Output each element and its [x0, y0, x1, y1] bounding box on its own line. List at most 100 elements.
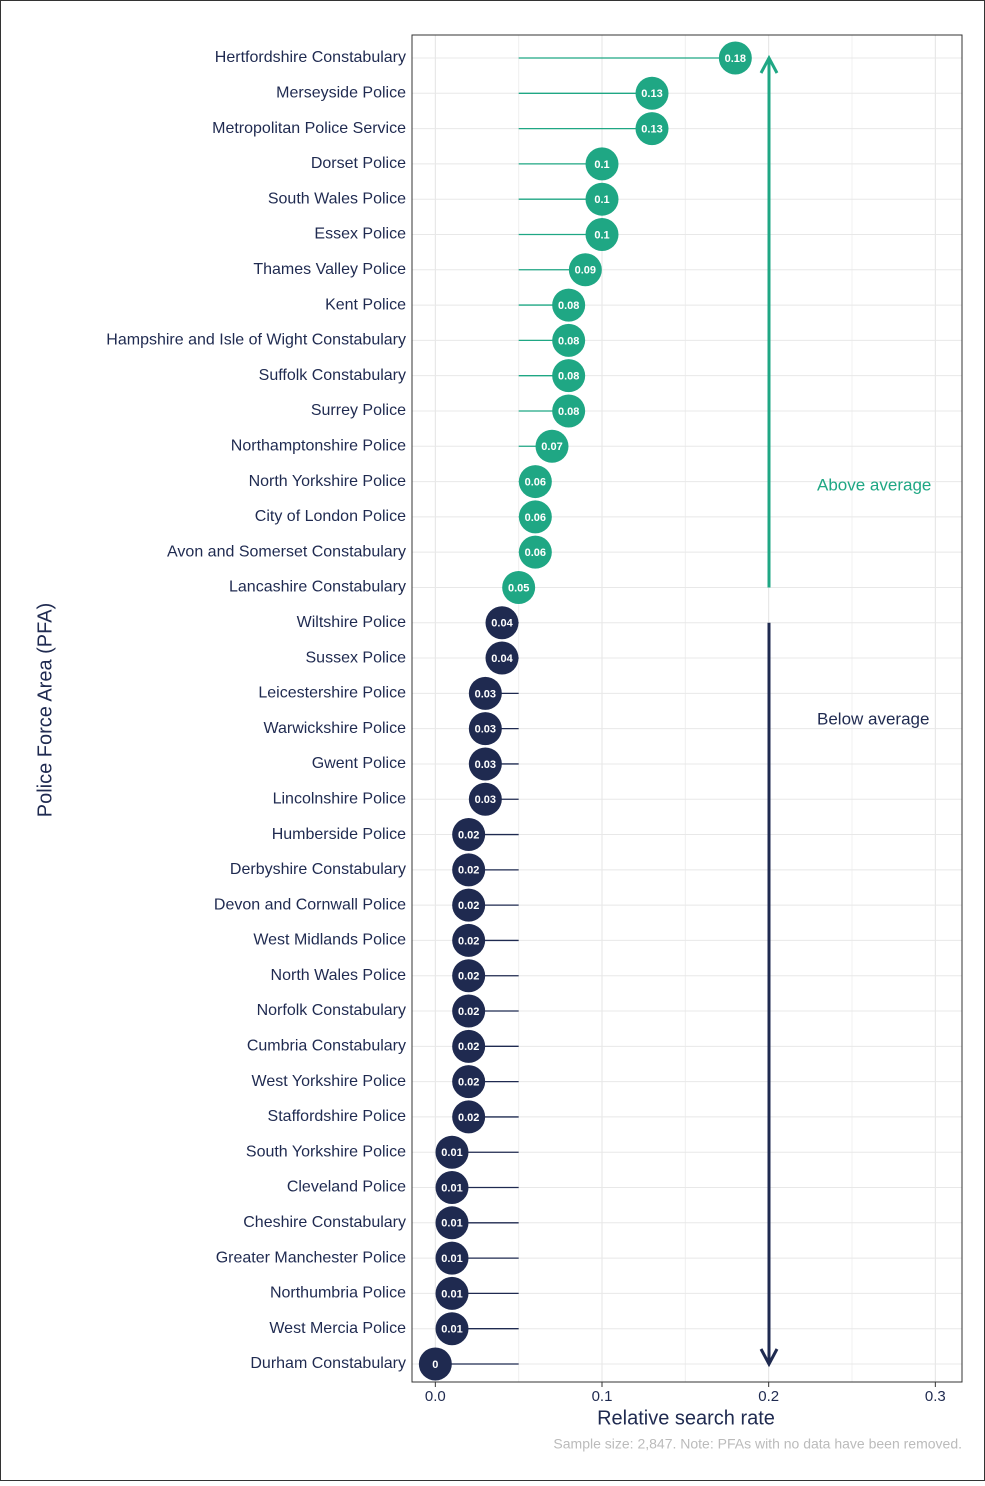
value-label: 0.01 — [441, 1147, 462, 1159]
dot — [535, 429, 569, 463]
value-label: 0.1 — [594, 229, 609, 241]
x-tick-label: 0.2 — [758, 1388, 779, 1405]
value-label: 0.02 — [458, 829, 479, 841]
dot — [468, 676, 502, 710]
y-tick-label: Hertfordshire Constabulary — [215, 49, 406, 66]
y-tick-label: Cumbria Constabulary — [247, 1038, 406, 1055]
value-label: 0.03 — [475, 794, 496, 806]
y-tick-label: Derbyshire Constabulary — [230, 861, 406, 878]
dot — [585, 147, 619, 181]
dot — [718, 41, 752, 75]
y-tick-label: Wiltshire Police — [297, 614, 406, 631]
dot — [585, 217, 619, 251]
value-label: 0.03 — [475, 759, 496, 771]
y-tick-label: South Yorkshire Police — [246, 1143, 406, 1160]
y-tick-label: Kent Police — [325, 296, 406, 313]
y-tick-label: Lincolnshire Police — [273, 790, 407, 807]
value-label: 0 — [432, 1359, 438, 1371]
y-tick-label: Leicestershire Police — [258, 685, 406, 702]
dot — [452, 923, 486, 957]
value-label: 0.08 — [558, 300, 579, 312]
dot — [552, 323, 586, 357]
dot — [435, 1206, 469, 1240]
value-label: 0.02 — [458, 1077, 479, 1089]
arrow-head — [759, 54, 779, 74]
value-label: 0.07 — [541, 441, 562, 453]
y-tick-label: Warwickshire Police — [263, 720, 406, 737]
dot — [435, 1276, 469, 1310]
dot — [435, 1135, 469, 1169]
y-tick-label: Northamptonshire Police — [231, 437, 406, 454]
y-tick-label: Devon and Cornwall Police — [214, 896, 406, 913]
dot — [452, 994, 486, 1028]
y-tick-label: Greater Manchester Police — [216, 1249, 406, 1266]
dot — [452, 1029, 486, 1063]
value-label: 0.01 — [441, 1288, 462, 1300]
value-label: 0.02 — [458, 1006, 479, 1018]
y-tick-label: Merseyside Police — [276, 85, 406, 102]
y-tick-label: Essex Police — [314, 226, 406, 243]
dot — [452, 853, 486, 887]
y-tick-label: City of London Police — [255, 508, 406, 525]
dot — [502, 570, 536, 604]
y-axis-label: Police Force Area (PFA) — [34, 603, 56, 818]
y-tick-label: South Wales Police — [268, 190, 406, 207]
plot-border — [411, 34, 963, 1383]
value-label: 0.01 — [441, 1182, 462, 1194]
y-tick-label: North Wales Police — [271, 967, 407, 984]
dot — [452, 888, 486, 922]
y-tick-label: West Yorkshire Police — [252, 1073, 407, 1090]
caption: Sample size: 2,847. Note: PFAs with no d… — [553, 1436, 962, 1452]
y-tick-label: Sussex Police — [306, 649, 407, 666]
x-tick-label: 0.0 — [425, 1388, 446, 1405]
dot — [552, 288, 586, 322]
y-tick-label: Dorset Police — [311, 155, 406, 172]
y-tick-label: Avon and Somerset Constabulary — [167, 543, 406, 560]
y-tick-label: Suffolk Constabulary — [259, 367, 406, 384]
dot — [518, 465, 552, 499]
value-label: 0.03 — [475, 724, 496, 736]
value-label: 0.08 — [558, 371, 579, 383]
y-tick-label: Cheshire Constabulary — [243, 1214, 406, 1231]
y-tick-label: Durham Constabulary — [250, 1355, 406, 1372]
dot — [485, 606, 519, 640]
dot — [585, 182, 619, 216]
value-label: 0.02 — [458, 971, 479, 983]
x-tick-label: 0.1 — [592, 1388, 613, 1405]
y-tick-label: Humberside Police — [272, 826, 406, 843]
value-label: 0.06 — [525, 476, 546, 488]
y-tick-label: West Midlands Police — [253, 932, 406, 949]
value-label: 0.02 — [458, 1112, 479, 1124]
x-axis-label: Relative search rate — [597, 1407, 775, 1429]
dot — [552, 394, 586, 428]
value-label: 0.04 — [491, 653, 513, 665]
dot — [468, 747, 502, 781]
value-label: 0.02 — [458, 1041, 479, 1053]
dot — [518, 535, 552, 569]
value-label: 0.08 — [558, 406, 579, 418]
dot — [635, 112, 669, 146]
dot — [468, 712, 502, 746]
dot — [452, 959, 486, 993]
group-label: Below average — [817, 709, 929, 728]
dot — [435, 1241, 469, 1275]
y-tick-label: Surrey Police — [311, 402, 406, 419]
value-label: 0.03 — [475, 688, 496, 700]
dot — [635, 76, 669, 110]
dot — [452, 818, 486, 852]
value-label: 0.01 — [441, 1253, 462, 1265]
y-tick-label: Gwent Police — [312, 755, 406, 772]
value-label: 0.04 — [491, 618, 513, 630]
y-tick-label: Norfolk Constabulary — [257, 1002, 406, 1019]
y-tick-label: Lancashire Constabulary — [229, 579, 406, 596]
y-tick-label: Northumbria Police — [270, 1285, 406, 1302]
dot — [468, 782, 502, 816]
dot — [452, 1100, 486, 1134]
arrow-head — [759, 1348, 779, 1368]
dot — [452, 1065, 486, 1099]
value-label: 0.08 — [558, 335, 579, 347]
value-label: 0.01 — [441, 1218, 462, 1230]
value-label: 0.18 — [725, 53, 746, 65]
value-label: 0.13 — [641, 88, 662, 100]
